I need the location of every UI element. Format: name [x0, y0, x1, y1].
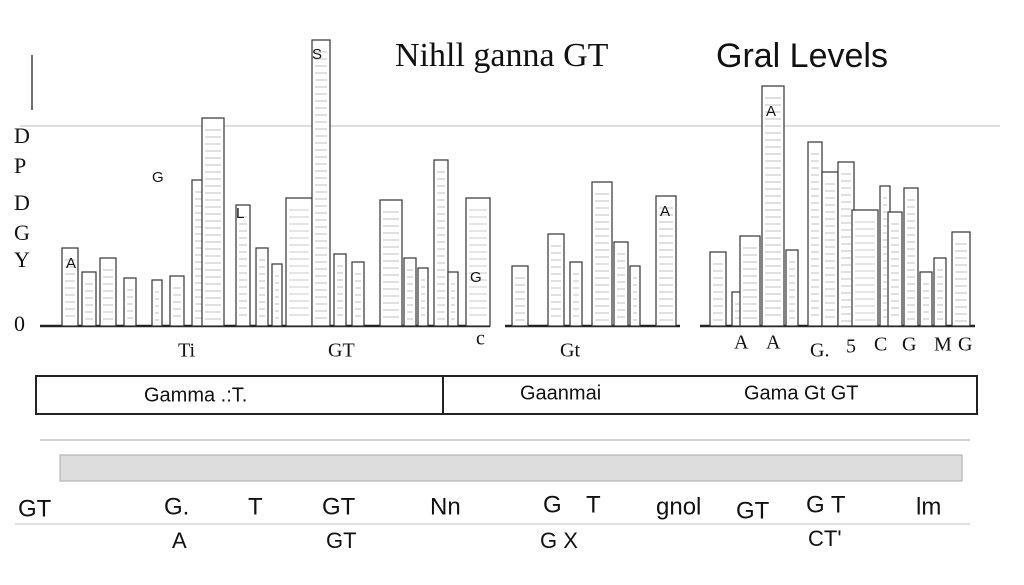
sketch-bar: [591, 181, 613, 327]
sketch-bar: [569, 261, 583, 327]
sketch-bar: [629, 265, 641, 327]
label: G: [14, 220, 30, 245]
label: S: [312, 46, 322, 63]
sketch-bar: [99, 257, 117, 327]
sketch-bar: [351, 261, 365, 327]
subtitle: Gral Levels: [716, 37, 888, 75]
label: G.: [810, 340, 829, 362]
label: A: [766, 332, 781, 354]
label: G: [543, 491, 562, 518]
label: T: [248, 493, 263, 520]
label: A: [766, 103, 776, 120]
label: G.: [164, 493, 189, 520]
sketch-bar: [887, 211, 903, 327]
label: M: [934, 334, 952, 356]
label: GT: [328, 340, 355, 362]
label: G: [958, 334, 972, 356]
sketch-bar: [285, 197, 313, 327]
sketch-bar: [433, 159, 449, 327]
sketch-bar: [511, 265, 529, 327]
label: GT: [736, 497, 770, 524]
label: Ti: [178, 340, 196, 362]
sketch-bar: [61, 247, 79, 327]
label: GT: [326, 528, 357, 553]
label: c: [476, 328, 485, 350]
sketch-bar: [709, 251, 727, 327]
label: CT': [808, 526, 842, 551]
label: C: [874, 334, 887, 356]
strip: [59, 454, 963, 482]
label: A: [172, 528, 187, 553]
sketch-bar: [933, 257, 947, 327]
label: A: [660, 203, 670, 220]
label: G T: [806, 491, 846, 518]
sketch-bar: [761, 85, 785, 327]
sketch-bar: [235, 204, 251, 327]
sketch-bar: [807, 141, 823, 327]
sketch-bar: [311, 39, 331, 327]
sketch-bar: [919, 271, 933, 327]
label: G X: [540, 528, 578, 553]
label: A: [734, 332, 749, 354]
sketch-bar: [403, 257, 417, 327]
sketch-bar: [547, 233, 565, 327]
sketch-bar: [613, 241, 629, 327]
label: 0: [14, 311, 25, 336]
sketch-bar: [169, 275, 185, 327]
label: A: [66, 255, 76, 272]
label: G: [902, 334, 916, 356]
sketch-bar: [417, 267, 429, 327]
legend-box: [35, 375, 978, 415]
label: D: [14, 123, 30, 148]
label: Nn: [430, 493, 461, 520]
label: D: [14, 190, 30, 215]
label: Gama Gt GT: [744, 382, 858, 404]
label: L: [236, 205, 244, 222]
label: 5: [846, 336, 856, 358]
sketch-bar: [447, 271, 459, 327]
sketch-bar: [785, 249, 799, 327]
sketch-bar: [655, 195, 677, 327]
sketch-bar: [201, 117, 225, 327]
sketch-bar: [739, 235, 761, 327]
label: gnol: [656, 493, 701, 520]
label: Gamma .:T.: [144, 384, 247, 406]
sketch-bar: [271, 263, 283, 327]
sketch-bar: [123, 277, 137, 327]
sketch-bar: [255, 247, 269, 327]
title: Nihll ganna GT: [395, 37, 609, 74]
label: G: [470, 269, 482, 286]
label: Y: [14, 247, 30, 272]
label: GT: [322, 493, 356, 520]
label: P: [14, 153, 26, 178]
sketch-bar: [851, 209, 879, 327]
sketch-bar: [379, 199, 403, 327]
label: Gt: [560, 340, 580, 362]
label: GT: [18, 495, 52, 522]
label: T: [586, 491, 601, 518]
sketch-bar: [151, 279, 163, 327]
sketch-bar: [81, 271, 97, 327]
bars: [61, 39, 971, 327]
label: G: [152, 169, 164, 186]
label: lm: [916, 493, 941, 520]
sketch-bar: [903, 187, 919, 327]
sketch-bar: [465, 197, 491, 327]
label: Gaanmai: [520, 382, 601, 404]
